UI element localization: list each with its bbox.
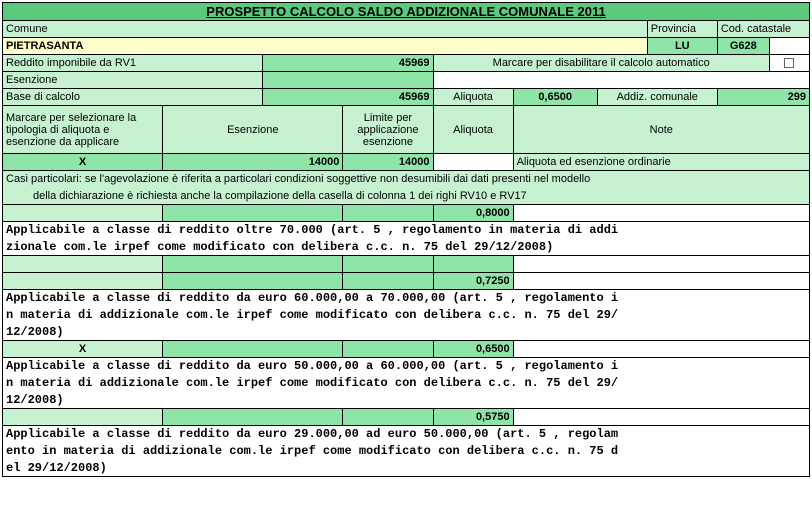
comune-label: Comune bbox=[3, 21, 648, 38]
select-row-mark[interactable]: X bbox=[3, 154, 163, 171]
marcare-disabilita-label: Marcare per disabilitare il calcolo auto… bbox=[433, 55, 769, 72]
marcare-tipologia-label: Marcare per selezionare la tipologia di … bbox=[3, 106, 163, 154]
aliquota-col-label: Aliquota bbox=[433, 106, 513, 154]
note-row: zionale com.le irpef come modificato con… bbox=[3, 239, 810, 256]
note-row: n materia di addizionale com.le irpef co… bbox=[3, 375, 810, 392]
note-row: 12/2008) bbox=[3, 324, 810, 341]
comune-value[interactable]: PIETRASANTA bbox=[3, 38, 648, 55]
row-aliquota-empty bbox=[433, 154, 513, 171]
disable-auto-checkbox[interactable] bbox=[769, 55, 809, 72]
spacer bbox=[3, 256, 163, 273]
rate-esenzione bbox=[163, 409, 343, 426]
base-calcolo-value: 45969 bbox=[263, 89, 433, 106]
addiz-comunale-value: 299 bbox=[717, 89, 809, 106]
rate-blank bbox=[513, 273, 809, 290]
rate-value: 0,7250 bbox=[433, 273, 513, 290]
rate-limite bbox=[343, 341, 433, 358]
note-row: Applicabile a classe di reddito da euro … bbox=[3, 290, 810, 307]
rate-select-cell[interactable]: X bbox=[3, 341, 163, 358]
spacer bbox=[163, 256, 343, 273]
rate-select-cell[interactable] bbox=[3, 273, 163, 290]
spacer bbox=[513, 256, 809, 273]
note-row: Applicabile a classe di reddito da euro … bbox=[3, 426, 810, 443]
rate-esenzione bbox=[163, 205, 343, 222]
cod-catastale-label: Cod. catastale bbox=[717, 21, 809, 38]
esenzione-label: Esenzione bbox=[3, 72, 263, 89]
note-col-label: Note bbox=[513, 106, 809, 154]
rate-esenzione bbox=[163, 273, 343, 290]
note-row: 12/2008) bbox=[3, 392, 810, 409]
limite-col-label: Limite per applicazione esenzione bbox=[343, 106, 433, 154]
rate-select-cell[interactable] bbox=[3, 205, 163, 222]
casi-particolari-1: Casi particolari: se l'agevolazione è ri… bbox=[3, 171, 810, 188]
rate-limite bbox=[343, 205, 433, 222]
aliquota-esenzione-ord: Aliquota ed esenzione ordinarie bbox=[513, 154, 809, 171]
note-row: n materia di addizionale com.le irpef co… bbox=[3, 307, 810, 324]
rate-value: 0,5750 bbox=[433, 409, 513, 426]
row-limite-value: 14000 bbox=[343, 154, 433, 171]
note-row: Applicabile a classe di reddito oltre 70… bbox=[3, 222, 810, 239]
title: PROSPETTO CALCOLO SALDO ADDIZIONALE COMU… bbox=[3, 3, 810, 21]
reddito-imponibile-label: Reddito imponibile da RV1 bbox=[3, 55, 263, 72]
rate-value: 0,6500 bbox=[433, 341, 513, 358]
cod-catastale-value: G628 bbox=[717, 38, 769, 55]
blank-cell bbox=[769, 38, 809, 55]
blank-cell bbox=[433, 72, 810, 89]
esenzione-value bbox=[263, 72, 433, 89]
provincia-value: LU bbox=[647, 38, 717, 55]
rate-esenzione bbox=[163, 341, 343, 358]
reddito-imponibile-value: 45969 bbox=[263, 55, 433, 72]
row-esenzione-value: 14000 bbox=[163, 154, 343, 171]
rate-blank bbox=[513, 341, 809, 358]
aliquota-label: Aliquota bbox=[433, 89, 513, 106]
rate-select-cell[interactable] bbox=[3, 409, 163, 426]
base-calcolo-label: Base di calcolo bbox=[3, 89, 263, 106]
spacer bbox=[433, 256, 513, 273]
note-row: el 29/12/2008) bbox=[3, 460, 810, 477]
rate-limite bbox=[343, 409, 433, 426]
rate-value: 0,8000 bbox=[433, 205, 513, 222]
note-row: Applicabile a classe di reddito da euro … bbox=[3, 358, 810, 375]
provincia-label: Provincia bbox=[647, 21, 717, 38]
rate-blank bbox=[513, 205, 809, 222]
rate-blank bbox=[513, 409, 809, 426]
aliquota-value: 0,6500 bbox=[513, 89, 597, 106]
rate-limite bbox=[343, 273, 433, 290]
spacer bbox=[343, 256, 433, 273]
addiz-comunale-label: Addiz. comunale bbox=[597, 89, 717, 106]
esenzione-col-label: Esenzione bbox=[163, 106, 343, 154]
note-row: ento in materia di addizionale com.le ir… bbox=[3, 443, 810, 460]
casi-particolari-2: della dichiarazione è richiesta anche la… bbox=[3, 188, 810, 205]
